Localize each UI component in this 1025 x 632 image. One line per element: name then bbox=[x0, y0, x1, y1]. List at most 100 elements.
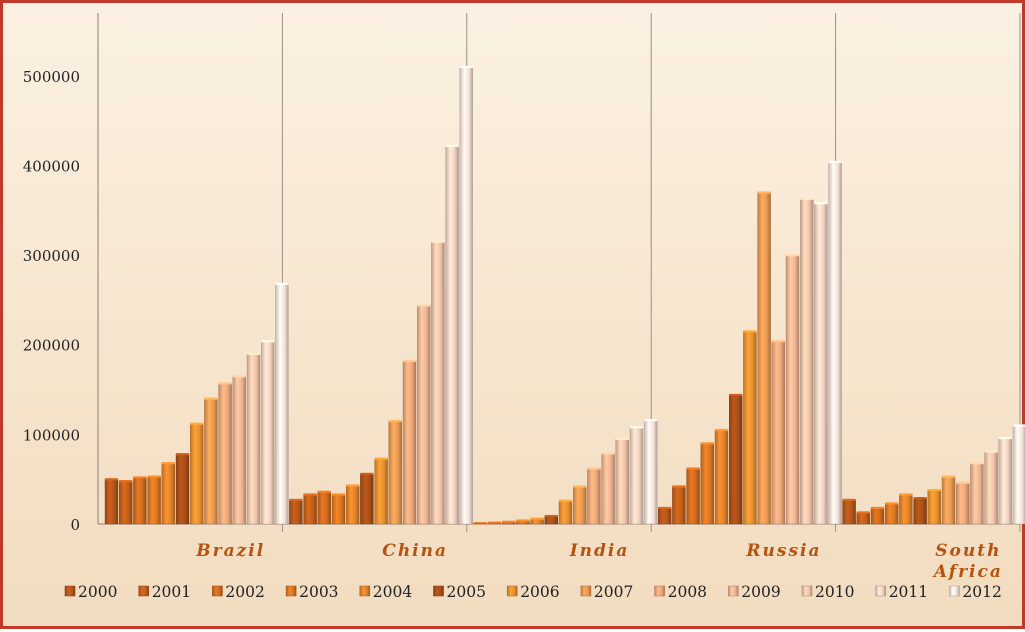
bar bbox=[303, 494, 317, 525]
bar-top-cap bbox=[317, 490, 331, 493]
legend-swatch bbox=[64, 585, 76, 597]
bar-top-cap bbox=[105, 478, 118, 481]
bar-top-cap bbox=[658, 506, 672, 510]
y-tick-label: 300000 bbox=[23, 247, 80, 265]
bar bbox=[672, 486, 686, 525]
legend-swatch bbox=[949, 585, 960, 597]
bar-chart: 0 100000 200000 300000 400000 500000 Brazil Ch… bbox=[23, 13, 1025, 601]
bar-top-cap bbox=[757, 191, 771, 194]
legend-swatch bbox=[359, 585, 371, 597]
category-label: China bbox=[382, 541, 448, 561]
bar bbox=[1012, 425, 1025, 525]
bar-top-cap bbox=[204, 397, 218, 400]
legend-label: 2009 bbox=[741, 583, 780, 601]
legend-label: 2002 bbox=[225, 583, 264, 601]
legend-swatch bbox=[654, 585, 665, 597]
bar-top-cap bbox=[615, 437, 629, 441]
bar bbox=[360, 473, 374, 525]
bar bbox=[984, 451, 998, 525]
bar-top-cap bbox=[913, 497, 927, 500]
bar bbox=[459, 66, 473, 525]
bar-top-cap bbox=[332, 493, 345, 496]
bar-top-cap bbox=[502, 520, 516, 523]
bar bbox=[587, 468, 601, 525]
bar-top-cap bbox=[176, 453, 189, 456]
bar-top-cap bbox=[374, 457, 388, 460]
bar-top-cap bbox=[516, 519, 530, 522]
bar-top-cap bbox=[871, 506, 884, 510]
bar bbox=[417, 305, 431, 525]
legend-label: 2007 bbox=[594, 583, 633, 601]
bar bbox=[714, 429, 729, 525]
bar-top-cap bbox=[814, 202, 828, 205]
bar-top-cap bbox=[289, 498, 303, 501]
bar bbox=[161, 462, 176, 525]
bar-top-cap bbox=[459, 65, 473, 69]
bar bbox=[118, 480, 133, 525]
bar-top-cap bbox=[218, 382, 232, 385]
bar-top-cap bbox=[630, 426, 643, 429]
bar-top-cap bbox=[984, 450, 998, 453]
bar bbox=[431, 241, 445, 525]
bar-top-cap bbox=[885, 502, 899, 505]
category-label: India bbox=[569, 541, 630, 561]
bar bbox=[814, 202, 828, 525]
y-tick-label: 400000 bbox=[23, 157, 80, 175]
bar-top-cap bbox=[842, 498, 856, 501]
bar-top-cap bbox=[743, 330, 757, 333]
legend: 2000 2001 2002 2003 2004 2005 2006 2007 2008 2009… bbox=[64, 583, 1002, 601]
bar-top-cap bbox=[715, 428, 728, 432]
bar-top-cap bbox=[161, 462, 175, 465]
bar-top-cap bbox=[417, 304, 431, 307]
bar bbox=[800, 198, 814, 525]
bar-top-cap bbox=[800, 197, 814, 200]
bar bbox=[331, 494, 346, 525]
legend-swatch bbox=[138, 585, 149, 597]
legend-label: 2011 bbox=[889, 583, 928, 601]
bar bbox=[686, 468, 700, 525]
bar-top-cap bbox=[147, 475, 161, 478]
bar-top-cap bbox=[942, 475, 955, 478]
bar bbox=[445, 145, 459, 525]
bar-top-cap bbox=[403, 359, 416, 363]
bar bbox=[232, 375, 247, 525]
bar bbox=[757, 192, 771, 525]
legend-swatch bbox=[433, 585, 444, 597]
bar bbox=[218, 383, 232, 525]
bar-top-cap bbox=[956, 481, 970, 484]
bar bbox=[402, 360, 417, 525]
category-label: South bbox=[935, 541, 1001, 561]
legend-swatch bbox=[506, 585, 518, 597]
legend-label: 2010 bbox=[815, 583, 854, 601]
bar bbox=[544, 515, 558, 525]
bar bbox=[856, 512, 870, 525]
bar bbox=[275, 283, 289, 525]
bar-top-cap bbox=[927, 488, 941, 492]
bar bbox=[104, 478, 119, 525]
bar-top-cap bbox=[828, 160, 842, 164]
bar bbox=[175, 453, 190, 525]
category-label: Russia bbox=[745, 541, 821, 561]
bar-top-cap bbox=[729, 393, 743, 397]
bar-top-cap bbox=[786, 254, 799, 257]
bar-top-cap bbox=[247, 352, 260, 355]
category-label: Brazil bbox=[195, 541, 265, 561]
bar bbox=[615, 438, 629, 525]
legend-swatch bbox=[580, 585, 592, 597]
bar-top-cap bbox=[473, 522, 487, 525]
legend-label: 2005 bbox=[447, 583, 486, 601]
bar bbox=[885, 503, 899, 525]
bar bbox=[573, 486, 587, 525]
legend-label: 2006 bbox=[520, 583, 559, 601]
legend-label: 2012 bbox=[962, 583, 1001, 601]
bar bbox=[601, 452, 615, 525]
bar bbox=[629, 426, 644, 525]
bar-top-cap bbox=[970, 462, 984, 465]
bar-top-cap bbox=[261, 340, 275, 343]
bar bbox=[644, 419, 658, 525]
legend-swatch bbox=[728, 585, 739, 597]
bar-top-cap bbox=[899, 493, 913, 496]
bar-top-cap bbox=[119, 479, 133, 483]
legend-label: 2004 bbox=[373, 583, 413, 601]
